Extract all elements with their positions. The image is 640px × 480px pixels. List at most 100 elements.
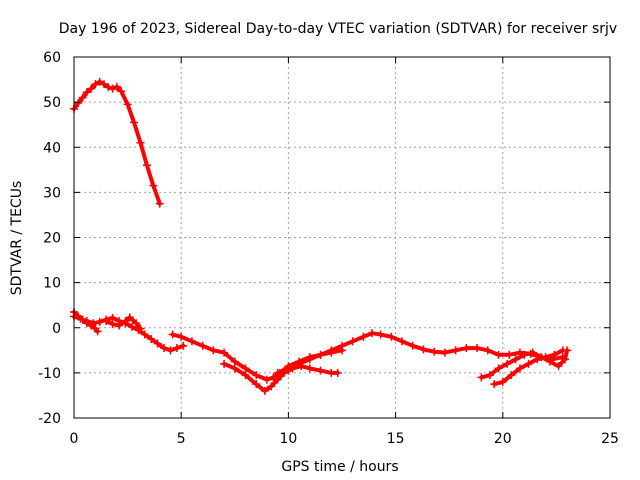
data-point [177, 332, 186, 341]
data-point [305, 355, 314, 364]
data-point [503, 359, 512, 368]
tick-labels: 0 5 10 15 20 25 -20 -10 0 10 20 30 40 50 60 [38, 50, 619, 447]
data-series [70, 77, 572, 395]
x-tick-label: 5 [177, 431, 186, 447]
data-point [147, 335, 156, 344]
data-point [252, 371, 261, 380]
series-7 [273, 346, 346, 377]
y-tick-label: 60 [43, 50, 61, 66]
data-point [91, 80, 100, 89]
data-point [273, 375, 282, 384]
data-point [209, 346, 218, 355]
data-point [327, 348, 336, 357]
data-point [550, 350, 559, 359]
data-point [267, 382, 276, 391]
data-point [155, 199, 164, 208]
grid-lines [74, 57, 610, 418]
data-point [554, 362, 563, 371]
data-point [160, 344, 169, 353]
data-point [149, 181, 158, 190]
y-tick-label: -10 [38, 366, 61, 382]
data-point [485, 371, 494, 380]
series-6 [220, 359, 342, 395]
data-point [140, 330, 149, 339]
data-point [142, 161, 151, 170]
data-point [112, 82, 121, 91]
data-point [123, 100, 132, 109]
data-point [511, 355, 520, 364]
x-axis-label: GPS time / hours [281, 459, 398, 475]
y-tick-label: 20 [43, 231, 61, 247]
data-point [419, 345, 428, 354]
data-point [359, 332, 368, 341]
data-point [78, 93, 87, 102]
data-point [115, 321, 124, 330]
data-point [333, 368, 342, 377]
data-point [87, 321, 96, 330]
data-point [87, 84, 96, 93]
data-point [490, 380, 499, 389]
data-point [440, 348, 449, 357]
data-point [125, 313, 134, 322]
data-point [130, 118, 139, 127]
data-point [117, 87, 126, 96]
y-tick-label: 30 [43, 185, 61, 201]
data-point [563, 346, 572, 355]
series-4 [102, 313, 145, 333]
data-point [95, 77, 104, 86]
data-point [430, 347, 439, 356]
data-point [545, 357, 554, 366]
data-point [477, 373, 486, 382]
series-8 [490, 346, 567, 389]
data-point [505, 350, 514, 359]
data-point [316, 366, 325, 375]
data-point [220, 348, 229, 357]
data-point [507, 371, 516, 380]
data-point [376, 330, 385, 339]
x-tick-label: 20 [494, 431, 512, 447]
data-point [273, 368, 282, 377]
data-point [187, 337, 196, 346]
data-point [338, 346, 346, 355]
data-point [100, 80, 109, 89]
data-point [498, 377, 507, 386]
data-point [166, 346, 175, 355]
data-point [136, 324, 145, 333]
series-5 [168, 329, 567, 384]
data-point [153, 339, 162, 348]
y-tick-label: 10 [43, 276, 61, 292]
data-point [82, 88, 91, 97]
data-point [220, 359, 229, 368]
data-point [241, 371, 250, 380]
data-point [537, 353, 546, 362]
data-point [528, 348, 537, 357]
data-point [132, 319, 141, 328]
data-point [451, 346, 460, 355]
data-point [305, 364, 314, 373]
data-point [348, 337, 357, 346]
x-tick-label: 0 [70, 431, 79, 447]
series-line [72, 79, 162, 206]
y-tick-label: 50 [43, 95, 61, 111]
data-point [241, 364, 250, 373]
data-point [252, 380, 261, 389]
data-point [168, 330, 177, 339]
data-point [93, 327, 102, 336]
data-point [179, 341, 188, 350]
data-point [398, 337, 407, 346]
data-point [368, 329, 377, 338]
data-point [104, 83, 113, 92]
data-point [108, 84, 117, 93]
data-point [269, 373, 278, 382]
data-point [483, 346, 492, 355]
data-point [387, 332, 396, 341]
data-point [136, 138, 145, 147]
y-tick-label: -20 [38, 411, 61, 427]
data-point [102, 316, 111, 325]
data-point [230, 364, 239, 373]
data-point [515, 364, 524, 373]
data-point [462, 344, 471, 353]
data-point [78, 315, 87, 324]
data-point [560, 355, 569, 364]
